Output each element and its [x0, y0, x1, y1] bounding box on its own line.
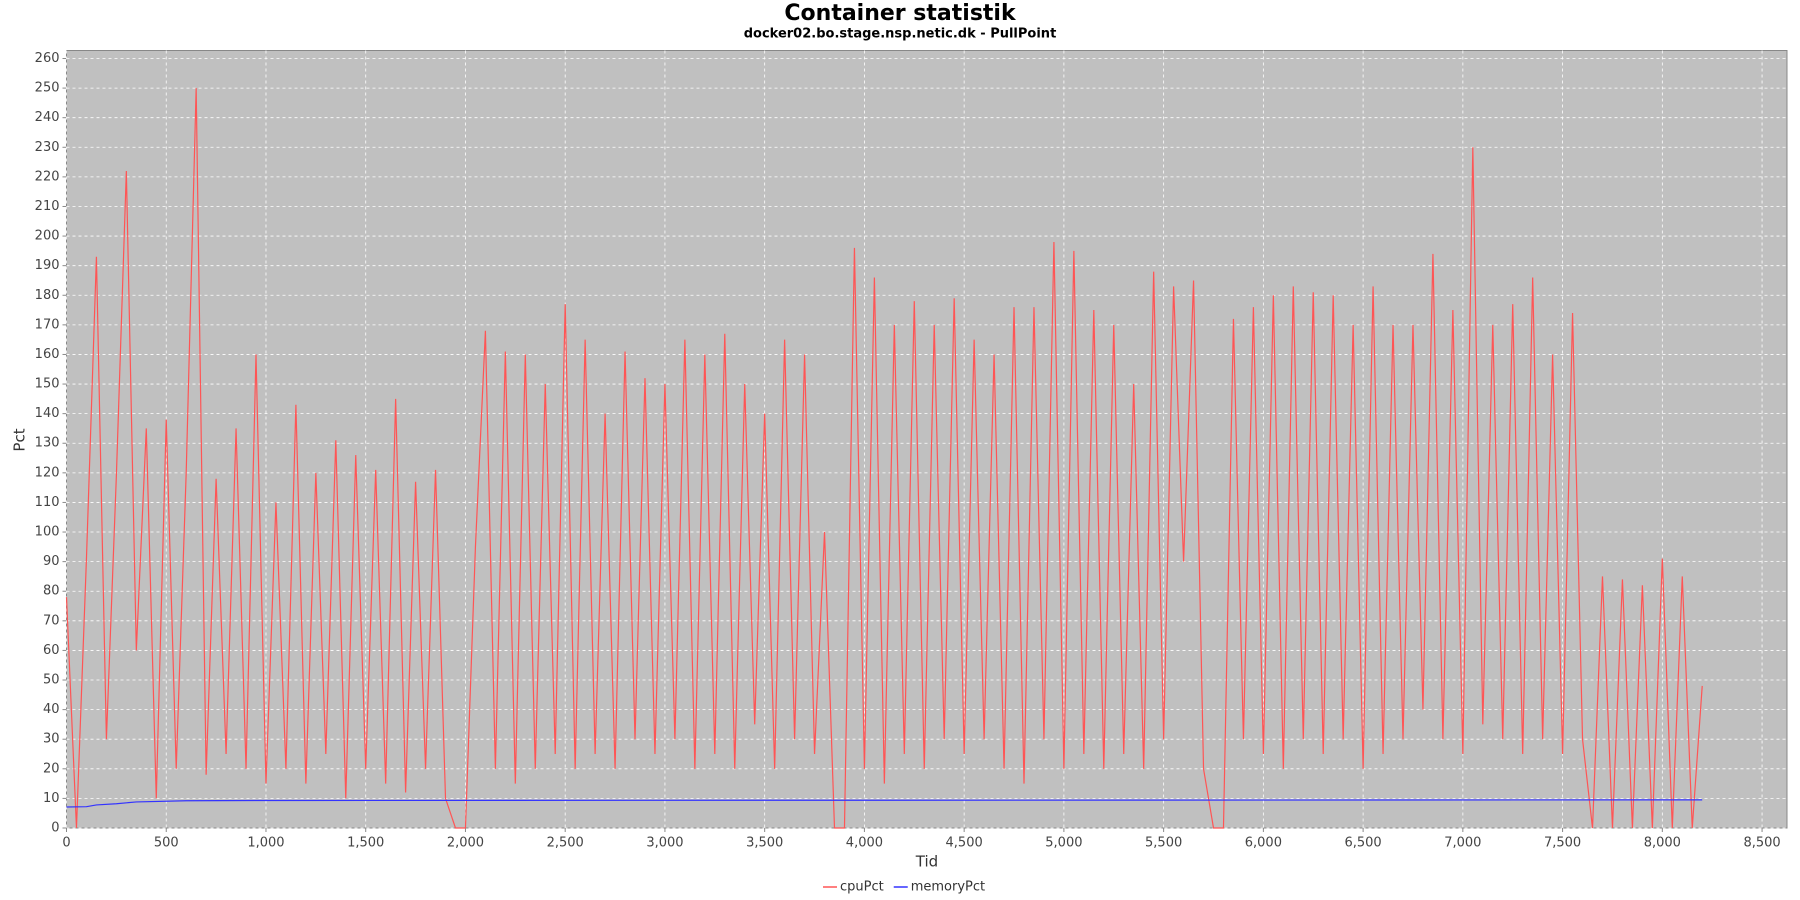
y-tick-label: 250	[35, 81, 60, 96]
x-tick-label: 6,500	[1344, 836, 1381, 851]
y-tick-label: 120	[35, 465, 60, 480]
y-tick-label: 220	[35, 169, 60, 184]
x-tick-label: 5,000	[1045, 836, 1082, 851]
y-tick-label: 260	[35, 51, 60, 66]
x-tick-label: 4,500	[946, 836, 983, 851]
y-axis-label: Pct	[11, 428, 29, 451]
x-tick-label: 0	[62, 836, 70, 851]
y-tick-label: 40	[43, 702, 60, 717]
y-tick-label: 60	[43, 643, 60, 658]
y-tick-label: 230	[35, 140, 60, 155]
x-tick-label: 8,500	[1743, 836, 1780, 851]
x-tick-label: 7,500	[1544, 836, 1581, 851]
y-tick-label: 110	[35, 495, 60, 510]
y-tick-label: 140	[35, 406, 60, 421]
x-tick-label: 2,000	[447, 836, 484, 851]
chart-subtitle: docker02.bo.stage.nsp.netic.dk - PullPoi…	[744, 27, 1057, 42]
legend-label: cpuPct	[840, 880, 884, 895]
x-tick-label: 4,000	[846, 836, 883, 851]
x-tick-label: 1,000	[247, 836, 284, 851]
series-line	[66, 799, 1703, 808]
series-line	[65, 88, 1703, 829]
y-tick-label: 130	[35, 436, 60, 451]
y-tick-label: 210	[35, 199, 60, 214]
y-tick-label: 160	[35, 347, 60, 362]
y-tick-label: 30	[43, 732, 60, 747]
x-tick-label: 1,500	[347, 836, 384, 851]
y-tick-label: 90	[43, 554, 60, 569]
y-tick-label: 20	[43, 761, 60, 776]
y-tick-label: 240	[35, 110, 60, 125]
y-tick-label: 10	[43, 791, 60, 806]
x-tick-label: 2,500	[547, 836, 584, 851]
legend-label: memoryPct	[911, 880, 985, 895]
chart-title: Container statistik	[784, 1, 1017, 26]
x-tick-label: 7,000	[1444, 836, 1481, 851]
x-tick-label: 5,500	[1145, 836, 1182, 851]
x-tick-label: 3,000	[646, 836, 683, 851]
x-tick-label: 6,000	[1245, 836, 1282, 851]
y-tick-label: 0	[51, 821, 59, 836]
x-tick-label: 500	[154, 836, 179, 851]
y-tick-label: 80	[43, 584, 60, 599]
plot-area	[66, 50, 1788, 829]
x-tick-label: 3,500	[746, 836, 783, 851]
y-tick-label: 180	[35, 288, 60, 303]
x-axis-label: Tid	[915, 853, 938, 871]
y-tick-label: 100	[35, 525, 60, 540]
y-tick-label: 190	[35, 258, 60, 273]
y-tick-label: 150	[35, 377, 60, 392]
y-tick-label: 170	[35, 317, 60, 332]
y-tick-label: 50	[43, 673, 60, 688]
x-tick-label: 8,000	[1644, 836, 1681, 851]
y-tick-label: 200	[35, 229, 60, 244]
y-tick-label: 70	[43, 613, 60, 628]
